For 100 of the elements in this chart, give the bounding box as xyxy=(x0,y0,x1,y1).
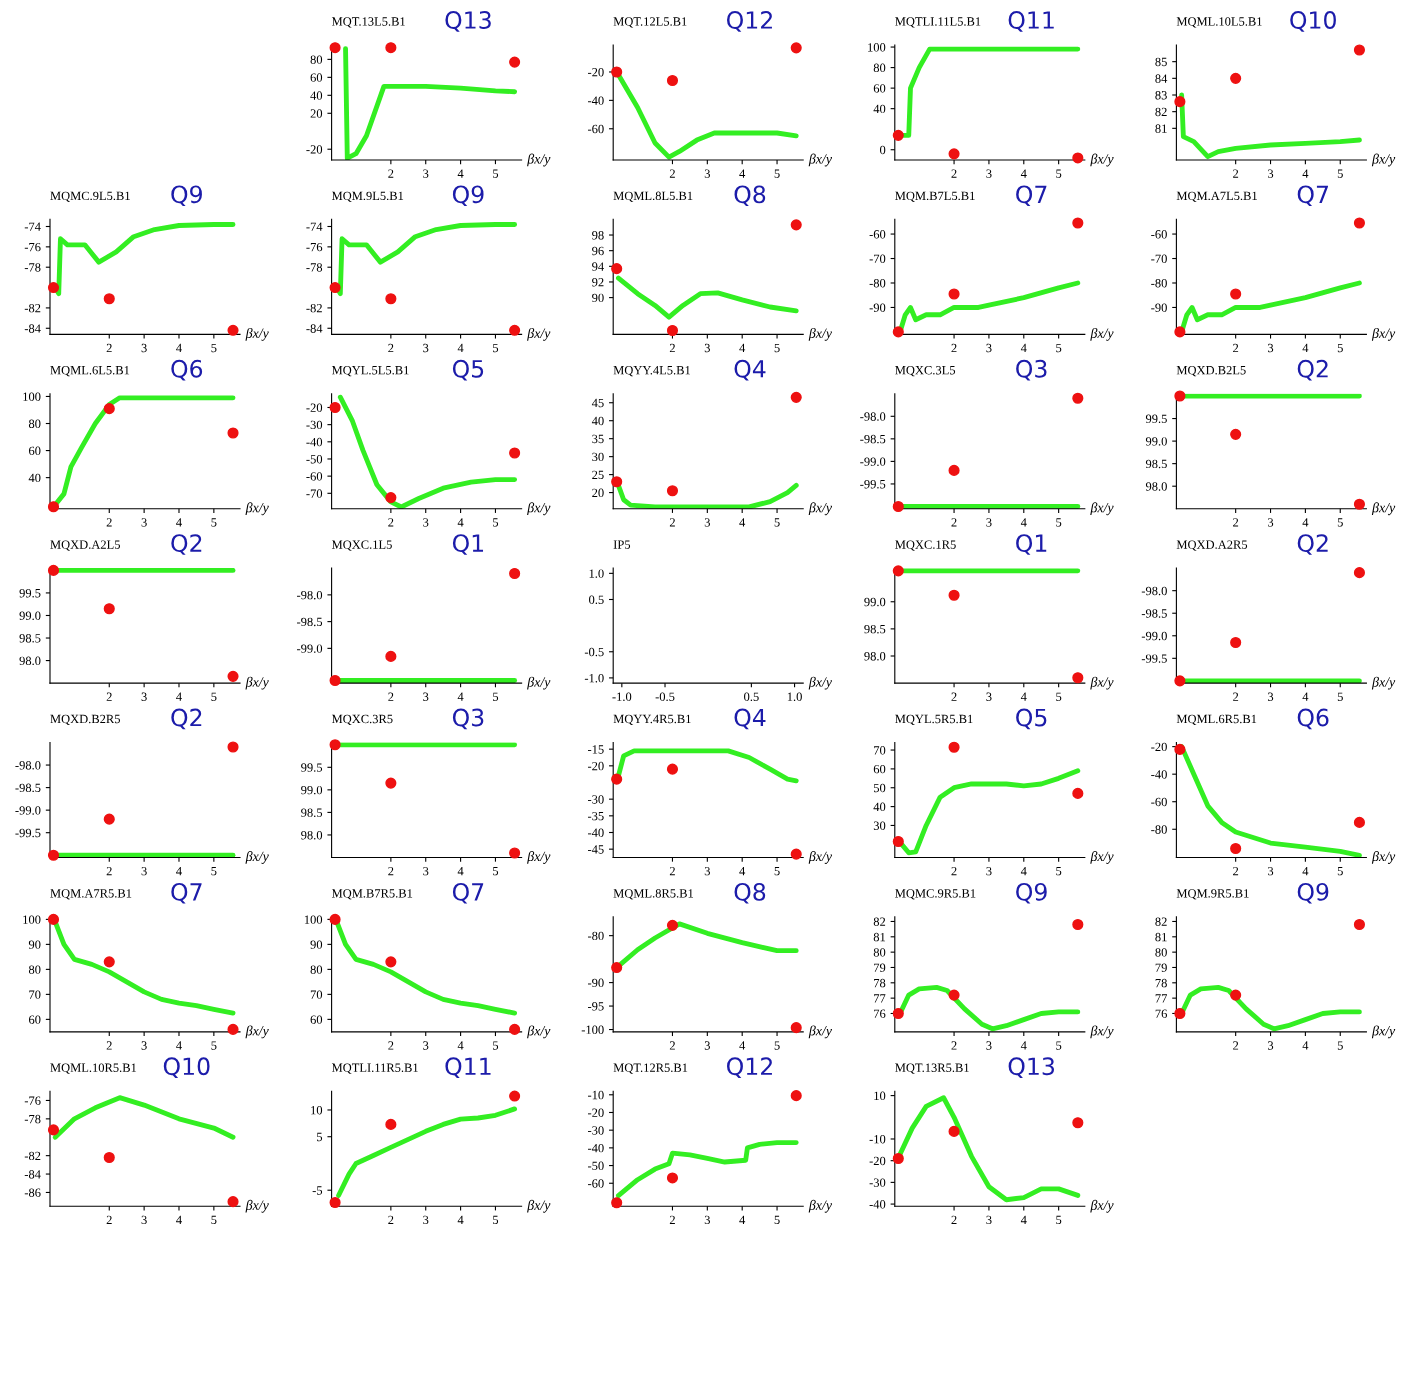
point xyxy=(103,813,115,825)
chart-title: MQYL.5L5.B1 xyxy=(331,366,409,377)
x-tick-label: 2 xyxy=(669,1215,675,1224)
y-tick-label: -15 xyxy=(587,745,604,754)
x-tick-label: 3 xyxy=(986,692,992,701)
x-tick-label: 2 xyxy=(1233,866,1239,876)
point xyxy=(1174,390,1186,402)
point xyxy=(329,913,341,925)
y-tick-label: 80 xyxy=(310,55,323,64)
y-tick-label: 98.5 xyxy=(1145,459,1167,469)
chart-subtitle: Q5 xyxy=(452,359,484,381)
x-axis-title: βx/y xyxy=(245,851,269,864)
point xyxy=(1174,96,1186,108)
y-tick-label: -82 xyxy=(24,1151,41,1161)
y-tick-label: -99.0 xyxy=(15,806,41,815)
y-tick-label: -95 xyxy=(587,1002,604,1011)
x-tick-label: 2 xyxy=(1233,692,1239,701)
point xyxy=(790,42,802,54)
x-axis-title: βx/y xyxy=(1371,851,1396,864)
point xyxy=(103,293,115,305)
y-tick-label: 60 xyxy=(29,1015,41,1024)
y-tick-label: 80 xyxy=(873,948,886,957)
point xyxy=(329,282,341,294)
point xyxy=(666,324,679,337)
point xyxy=(1072,672,1084,684)
point xyxy=(1072,152,1084,164)
point xyxy=(103,956,115,968)
y-tick-label: -76 xyxy=(24,1096,41,1105)
x-axis-title: βx/y xyxy=(1090,153,1114,167)
point xyxy=(1072,392,1084,404)
chart-title: MQMC.9R5.B1 xyxy=(895,889,976,900)
x-tick-label: 3 xyxy=(423,692,429,701)
x-tick-label: 2 xyxy=(106,692,112,701)
point xyxy=(790,1022,802,1034)
x-tick-label: 5 xyxy=(493,518,499,527)
y-tick-label: 0 xyxy=(880,145,886,155)
x-tick-label: 2 xyxy=(669,866,675,876)
point xyxy=(329,1196,341,1209)
x-axis-title: βx/y xyxy=(808,502,833,516)
x-tick-label: 4 xyxy=(1302,866,1309,876)
x-axis-title: βx/y xyxy=(527,327,551,341)
y-tick-label: 77 xyxy=(874,994,886,1003)
y-tick-label: 76 xyxy=(1155,1009,1167,1018)
y-tick-label: -99.0 xyxy=(297,644,323,653)
x-tick-label: 4 xyxy=(739,866,746,876)
x-tick-label: 4 xyxy=(1020,343,1027,353)
x-tick-label: 5 xyxy=(493,867,499,876)
point xyxy=(1353,217,1365,229)
y-tick-label: 80 xyxy=(310,965,323,974)
x-tick-label: 5 xyxy=(211,1215,217,1225)
y-tick-label: 81 xyxy=(1155,932,1167,942)
y-tick-label: 79 xyxy=(874,963,886,972)
y-tick-label: -30 xyxy=(587,1126,604,1135)
point xyxy=(666,74,679,87)
x-axis-title: βx/y xyxy=(245,327,269,341)
y-tick-label: 82 xyxy=(873,917,886,926)
y-tick-label: -99.0 xyxy=(860,457,886,466)
y-tick-label: -60 xyxy=(1151,230,1167,239)
x-tick-label: 4 xyxy=(176,1215,182,1224)
point xyxy=(509,567,521,580)
x-tick-label: 3 xyxy=(423,866,429,876)
x-tick-label: 3 xyxy=(141,1041,147,1050)
y-tick-label: -20 xyxy=(869,1156,886,1166)
x-tick-label: 2 xyxy=(106,343,112,353)
chart-title: MQM.A7R5.B1 xyxy=(50,889,132,900)
x-tick-label: 3 xyxy=(986,1041,992,1050)
point xyxy=(666,919,679,931)
line-series xyxy=(616,275,799,320)
y-tick-label: 98.5 xyxy=(301,808,323,817)
x-tick-label: 3 xyxy=(986,866,992,876)
y-tick-label: -98.0 xyxy=(297,590,323,600)
point xyxy=(666,1172,679,1184)
point xyxy=(509,1090,521,1102)
x-tick-label: 5 xyxy=(1337,518,1343,527)
chart-title: MQXC.1L5 xyxy=(331,540,392,551)
y-tick-label: 90 xyxy=(310,940,323,949)
x-tick-label: 3 xyxy=(423,1215,429,1225)
chart-subtitle: Q13 xyxy=(445,11,491,32)
x-tick-label: 4 xyxy=(1302,1041,1309,1050)
x-axis-title: βx/y xyxy=(527,153,551,167)
y-tick-label: 35 xyxy=(592,434,604,444)
x-tick-label: 5 xyxy=(211,867,217,876)
x-tick-label: 4 xyxy=(739,1215,746,1224)
x-axis-title: βx/y xyxy=(1090,502,1114,516)
y-tick-label: -90 xyxy=(1151,303,1167,312)
y-tick-label: 60 xyxy=(873,764,886,774)
point xyxy=(103,603,115,615)
point xyxy=(47,1124,60,1136)
y-tick-label: -45 xyxy=(587,845,604,854)
x-axis-title: βx/y xyxy=(1090,1199,1114,1213)
x-axis-title: βx/y xyxy=(808,153,833,167)
point xyxy=(892,500,904,513)
x-tick-label: 4 xyxy=(1020,1041,1027,1050)
chart-subtitle: Q2 xyxy=(171,534,202,555)
x-tick-label: 4 xyxy=(1302,169,1309,178)
point xyxy=(948,288,960,300)
x-tick-label: 5 xyxy=(1056,169,1062,178)
y-tick-label: 5 xyxy=(317,1132,323,1142)
point xyxy=(1230,428,1242,440)
y-tick-label: 99.0 xyxy=(1145,437,1167,446)
